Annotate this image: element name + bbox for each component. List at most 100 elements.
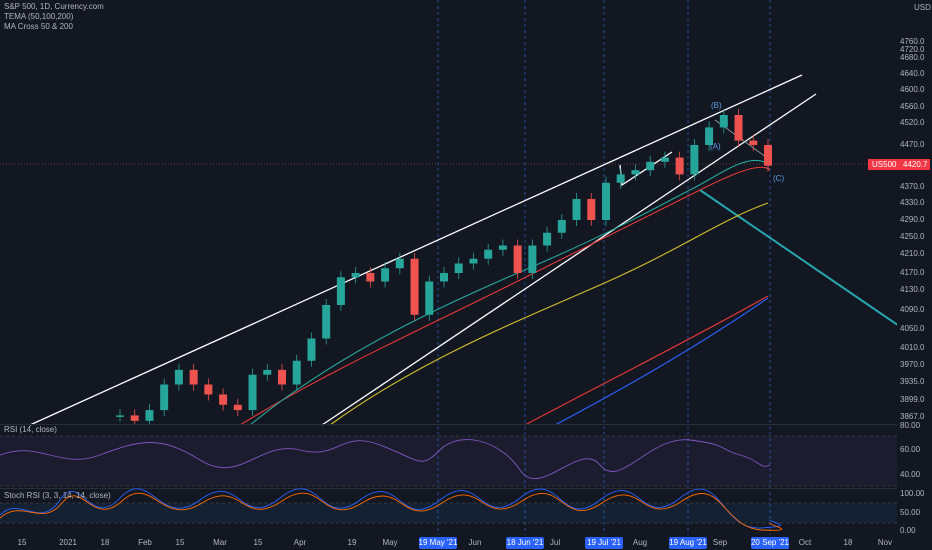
time-highlight	[751, 537, 789, 549]
stoch-tick-label: 50.00	[900, 508, 921, 517]
price-tick-label: 4560.0	[900, 102, 925, 111]
candle	[602, 182, 610, 220]
candle	[587, 199, 596, 220]
currency: USD	[914, 3, 931, 12]
wave-label: (C)	[773, 174, 784, 183]
candle	[719, 115, 728, 128]
time-tick-label: Nov	[878, 538, 892, 547]
wave-label: (A)	[710, 142, 721, 151]
time-highlight	[669, 537, 707, 549]
candle	[248, 374, 257, 411]
price-tick-label: 4050.0	[900, 324, 925, 333]
candle	[395, 258, 404, 269]
stoch-k	[0, 488, 781, 529]
time-highlight	[506, 537, 544, 549]
trendlines	[29, 74, 906, 426]
candle	[660, 157, 669, 162]
time-tick-label: Aug	[633, 538, 647, 547]
rsi-tick-label: 60.00	[900, 445, 921, 454]
candle	[174, 369, 183, 385]
time-tick-label: Mar	[213, 538, 227, 547]
time-tick-label: 19 Jul '21	[587, 538, 622, 547]
time-tick-label: 15	[176, 538, 185, 547]
price-tick-label: 4330.0	[900, 198, 925, 207]
rsi-title: RSI (14, close)	[4, 425, 57, 434]
candle	[145, 410, 154, 421]
time-tick-label: 18	[844, 538, 853, 547]
price-tick-label: 4680.0	[900, 53, 925, 62]
candle	[454, 263, 463, 273]
price-tick-label: 4600.0	[900, 85, 925, 94]
price-tick-label: 4370.0	[900, 182, 925, 191]
moving-averages	[239, 159, 771, 426]
candle	[204, 384, 213, 395]
candle	[233, 404, 242, 411]
time-tick-label: 19 Aug '21	[669, 538, 707, 547]
time-tick-label: 19	[348, 538, 357, 547]
stoch-tick-label: 100.00	[900, 489, 925, 498]
candle	[528, 245, 537, 273]
candle	[130, 415, 139, 421]
candle	[557, 220, 566, 233]
candle	[116, 415, 124, 417]
price-tick-label: 4090.0	[900, 305, 925, 314]
candle	[189, 369, 198, 385]
price-tick-label: 4640.0	[900, 69, 925, 78]
price-tag-value: 4420.7	[903, 160, 928, 169]
time-tick-label: 15	[254, 538, 263, 547]
candle	[498, 245, 507, 250]
rsi-tick-label: 40.00	[900, 470, 921, 479]
rsi-tick-label: 80.00	[900, 421, 921, 430]
rsi-line	[0, 439, 771, 479]
indicator: TEMA (50,100,200)	[4, 12, 74, 21]
pane-divider	[0, 424, 897, 425]
price-axis	[897, 0, 932, 550]
time-tick-label: 18 Jun '21	[507, 538, 544, 547]
date-markers	[437, 0, 771, 535]
candle	[616, 174, 625, 183]
candle	[160, 384, 169, 411]
candle	[631, 170, 640, 175]
price-tick-label: 4250.0	[900, 232, 925, 241]
candle	[366, 273, 375, 282]
rsi-band	[0, 436, 897, 486]
wave-label: (B)	[711, 101, 722, 110]
candle	[440, 273, 448, 282]
time-tick-label: Jun	[469, 538, 482, 547]
time-tick-label: Feb	[138, 538, 152, 547]
time-tick-label: 20 Sep '21	[751, 538, 790, 547]
candle	[572, 199, 581, 220]
candle	[646, 161, 655, 171]
candles	[116, 109, 772, 424]
candle	[292, 360, 301, 385]
time-tick-label: Jul	[550, 538, 560, 547]
candle	[675, 157, 684, 175]
candle	[322, 305, 331, 339]
candle	[749, 140, 758, 145]
time-tick-label: Sep	[713, 538, 728, 547]
price-tick-label: 4010.0	[900, 343, 925, 352]
candle	[263, 369, 272, 375]
time-highlight	[419, 537, 457, 549]
time-tick-label: Oct	[799, 538, 812, 547]
stoch-band	[0, 503, 897, 523]
time-tick-label: 2021	[59, 538, 77, 547]
price-tick-label: 3970.0	[900, 360, 925, 369]
time-tick-label: 18	[101, 538, 110, 547]
price-tick-label: 3899.0	[900, 395, 925, 404]
indicator: MA Cross 50 & 200	[4, 22, 73, 31]
candle	[307, 338, 316, 361]
price-tick-label: 4520.0	[900, 118, 925, 127]
candle	[705, 127, 714, 145]
time-tick-label: 19 May '21	[419, 538, 458, 547]
candle	[278, 369, 286, 385]
stoch-d	[0, 492, 782, 531]
price-tick-label: 4720.0	[900, 45, 925, 54]
candle	[543, 232, 552, 246]
symbol: S&P 500, 1D, Currency.com	[4, 2, 104, 11]
price-tag-symbol: US500	[872, 160, 897, 169]
time-highlight	[585, 537, 623, 549]
candle	[336, 277, 345, 305]
price-tag	[868, 159, 930, 170]
